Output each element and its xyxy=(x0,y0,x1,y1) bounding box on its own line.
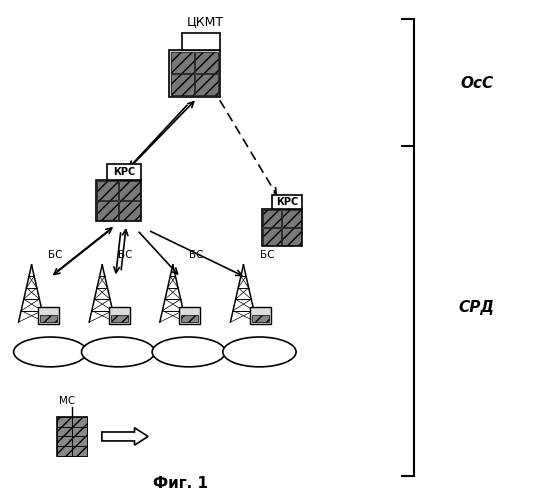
Bar xyxy=(111,314,128,322)
Ellipse shape xyxy=(223,337,296,367)
Bar xyxy=(282,228,301,245)
Bar xyxy=(72,436,87,446)
Bar xyxy=(195,74,218,96)
Bar xyxy=(170,52,194,73)
Text: ОсС: ОсС xyxy=(460,76,494,91)
Text: СРД: СРД xyxy=(459,300,495,314)
Bar xyxy=(263,228,281,245)
Text: КРС: КРС xyxy=(276,197,298,207)
Bar xyxy=(57,416,87,457)
Bar xyxy=(38,307,59,324)
Text: БС: БС xyxy=(189,250,204,260)
Ellipse shape xyxy=(152,337,225,367)
Bar xyxy=(179,307,200,324)
Bar xyxy=(170,74,194,96)
Bar xyxy=(96,180,141,221)
Text: БС: БС xyxy=(118,250,133,260)
Bar xyxy=(282,210,301,227)
Text: БС: БС xyxy=(260,250,274,260)
Bar xyxy=(119,201,140,220)
Ellipse shape xyxy=(81,337,155,367)
Bar xyxy=(195,52,218,73)
FancyArrow shape xyxy=(102,428,148,445)
Text: МС: МС xyxy=(58,396,75,406)
Bar xyxy=(181,314,198,322)
Text: ЦКМТ: ЦКМТ xyxy=(187,15,224,28)
Bar xyxy=(169,50,219,96)
Bar xyxy=(182,33,219,50)
Bar xyxy=(263,210,281,227)
Bar xyxy=(97,201,118,220)
Bar xyxy=(72,416,87,426)
Bar xyxy=(57,446,72,456)
Text: КРС: КРС xyxy=(113,167,135,177)
Bar xyxy=(252,314,269,322)
Text: Фиг. 1: Фиг. 1 xyxy=(153,476,208,491)
Bar xyxy=(57,426,72,436)
Bar xyxy=(57,436,72,446)
Bar xyxy=(57,416,72,426)
Bar xyxy=(108,164,141,180)
Bar xyxy=(272,195,302,209)
Bar xyxy=(119,181,140,200)
Bar xyxy=(109,307,129,324)
Bar xyxy=(97,181,118,200)
Bar xyxy=(262,209,302,246)
Text: БС: БС xyxy=(48,250,62,260)
Bar xyxy=(40,314,57,322)
Ellipse shape xyxy=(14,337,87,367)
Bar xyxy=(72,426,87,436)
Bar xyxy=(72,446,87,456)
Bar xyxy=(250,307,271,324)
